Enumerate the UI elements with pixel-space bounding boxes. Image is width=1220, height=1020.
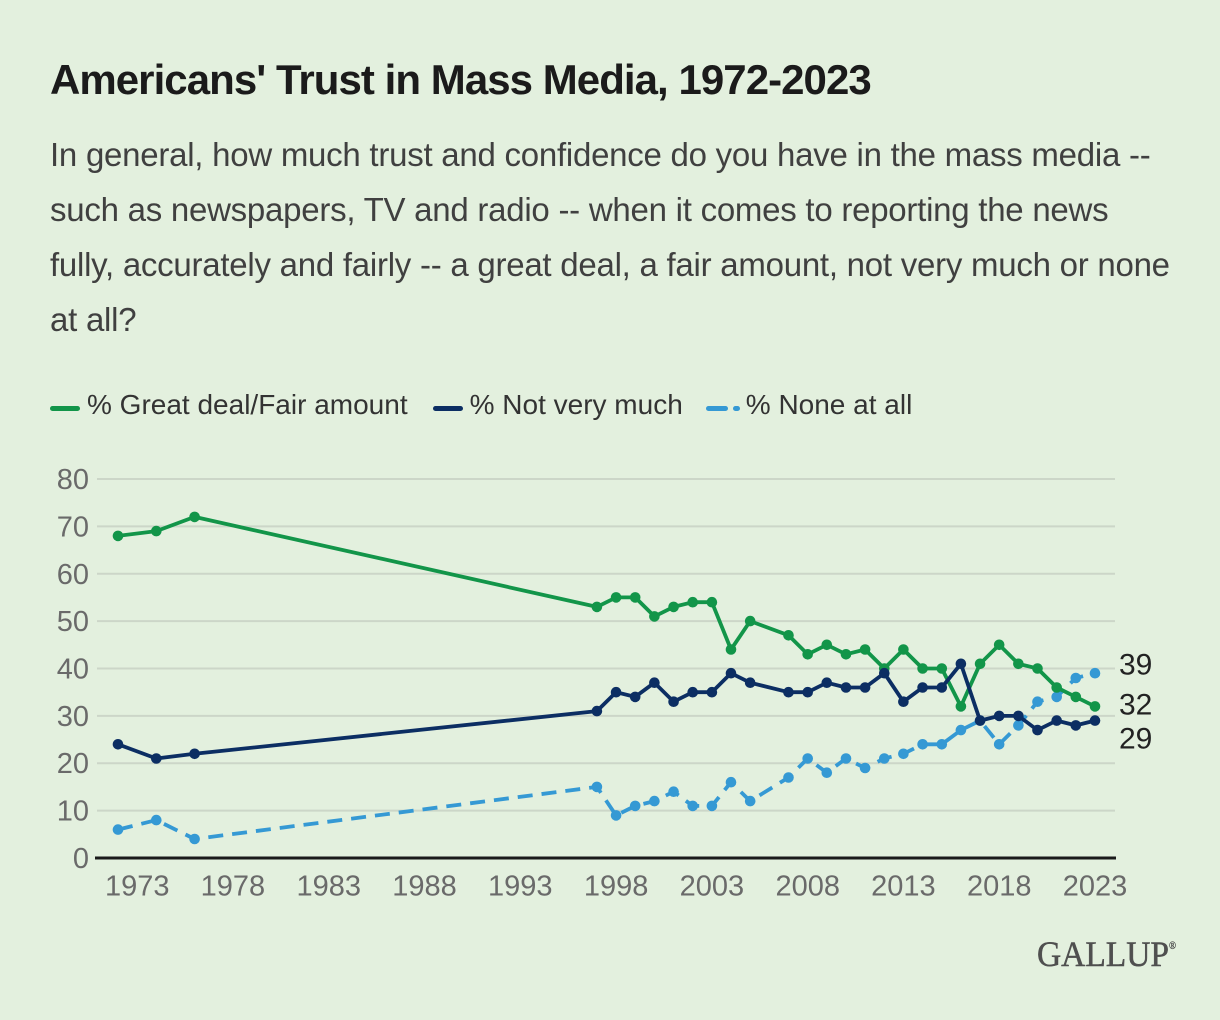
svg-text:30: 30 [57, 701, 89, 733]
svg-text:2018: 2018 [967, 871, 1032, 903]
svg-text:32: 32 [1119, 688, 1152, 721]
svg-text:2008: 2008 [775, 871, 840, 903]
svg-text:50: 50 [57, 606, 89, 638]
svg-text:2013: 2013 [871, 871, 936, 903]
svg-text:0: 0 [73, 843, 89, 875]
svg-text:1988: 1988 [392, 871, 457, 903]
svg-text:2023: 2023 [1063, 871, 1128, 903]
svg-text:80: 80 [57, 464, 89, 496]
svg-text:1993: 1993 [488, 871, 553, 903]
svg-text:60: 60 [57, 559, 89, 591]
svg-text:1973: 1973 [105, 871, 170, 903]
svg-text:40: 40 [57, 654, 89, 686]
svg-text:20: 20 [57, 748, 89, 780]
svg-text:1978: 1978 [201, 871, 266, 903]
svg-text:70: 70 [57, 511, 89, 543]
svg-text:1983: 1983 [296, 871, 361, 903]
svg-text:10: 10 [57, 796, 89, 828]
svg-text:1998: 1998 [584, 871, 649, 903]
svg-text:2003: 2003 [680, 871, 745, 903]
svg-text:29: 29 [1119, 722, 1152, 755]
svg-text:39: 39 [1119, 648, 1152, 681]
